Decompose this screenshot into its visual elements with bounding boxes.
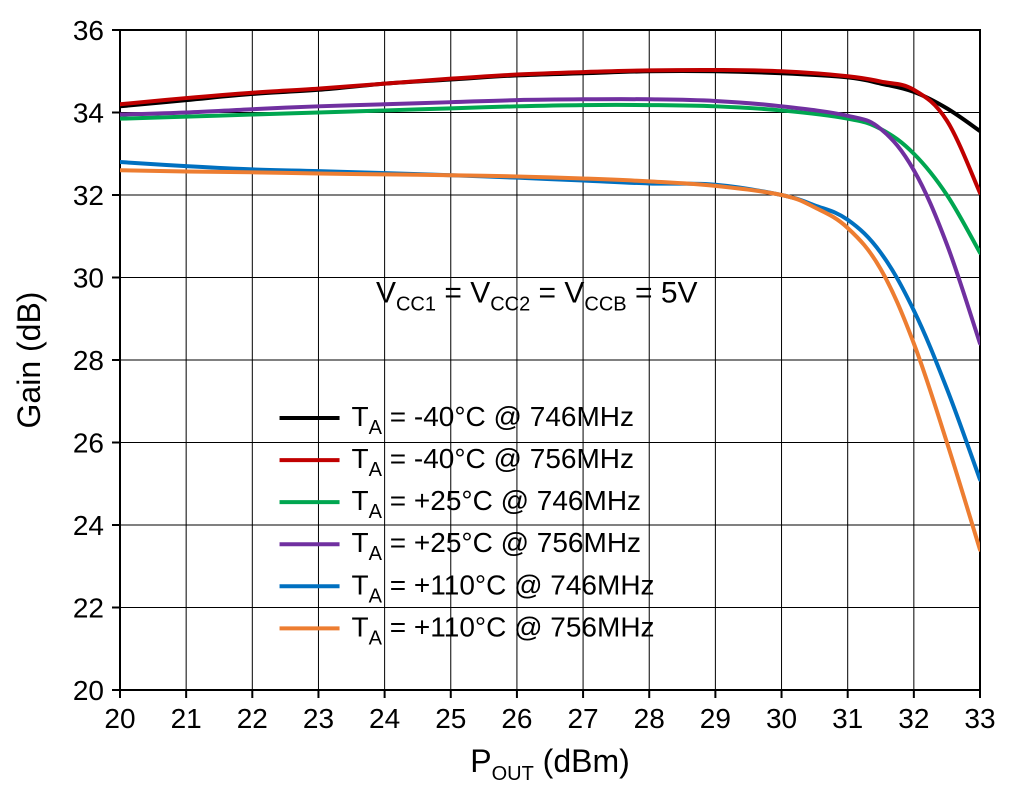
y-tick-label: 28 <box>73 345 104 376</box>
x-tick-label: 33 <box>964 703 995 734</box>
y-tick-label: 26 <box>73 428 104 459</box>
y-tick-label: 32 <box>73 180 104 211</box>
x-tick-label: 32 <box>898 703 929 734</box>
x-tick-label: 24 <box>369 703 400 734</box>
x-tick-label: 31 <box>832 703 863 734</box>
x-tick-label: 29 <box>700 703 731 734</box>
y-tick-label: 30 <box>73 263 104 294</box>
x-tick-label: 25 <box>435 703 466 734</box>
y-tick-label: 20 <box>73 675 104 706</box>
x-tick-label: 27 <box>567 703 598 734</box>
x-tick-label: 21 <box>171 703 202 734</box>
y-tick-label: 34 <box>73 98 104 129</box>
x-tick-label: 26 <box>501 703 532 734</box>
y-tick-label: 22 <box>73 593 104 624</box>
gain-vs-pout-chart: 20 21 22 23 24 25 26 27 28 29 30 31 32 33 20 22 24 26 28 30… <box>0 0 1009 810</box>
y-tick-label: 24 <box>73 510 104 541</box>
x-tick-label: 23 <box>303 703 334 734</box>
y-axis-title: Gain (dB) <box>11 292 47 429</box>
chart-svg: 20 21 22 23 24 25 26 27 28 29 30 31 32 33 20 22 24 26 28 30… <box>0 0 1009 810</box>
x-tick-label: 28 <box>634 703 665 734</box>
y-tick-label: 36 <box>73 15 104 46</box>
x-tick-label: 22 <box>237 703 268 734</box>
x-tick-label: 30 <box>766 703 797 734</box>
x-tick-label: 20 <box>104 703 135 734</box>
